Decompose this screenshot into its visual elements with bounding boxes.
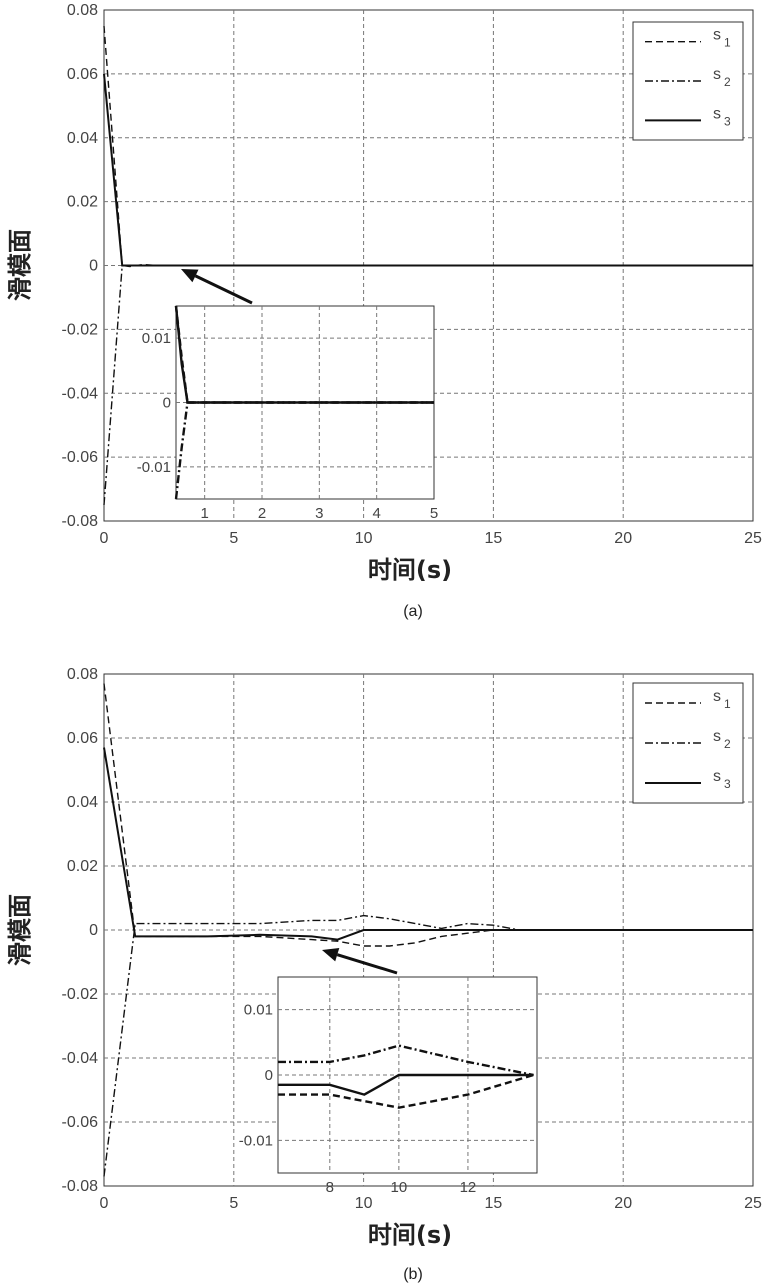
x-tick-label: 15 <box>485 530 503 547</box>
inset-x-tick-label: 2 <box>258 505 266 522</box>
inset-x-tick-label: 10 <box>391 1179 408 1196</box>
inset-x-tick-label: 8 <box>326 1179 334 1196</box>
y-tick-label: 0.04 <box>67 794 98 811</box>
x-tick-label: 10 <box>355 1195 373 1212</box>
figure-caption: (b) <box>403 1266 423 1283</box>
y-tick-label: 0.08 <box>67 666 98 683</box>
x-tick-label: 20 <box>614 530 632 547</box>
y-axis-label: 滑模面 <box>6 894 34 966</box>
chart-panel-b: 0 5 10 15 20 25 -0.08 -0.06 -0.04 -0.02 0 0.02 0.04 0… <box>6 666 762 1283</box>
inset-zoom: 8 10 12 -0.01 0 0.01 <box>239 977 537 1196</box>
y-tick-label: 0.02 <box>67 194 98 211</box>
inset-y-tick-label: 0 <box>265 1067 273 1084</box>
x-tick-label: 25 <box>744 1195 762 1212</box>
y-tick-label: 0 <box>89 922 98 939</box>
y-tick-label: 0.06 <box>67 66 98 83</box>
y-tick-label: -0.02 <box>62 986 99 1003</box>
inset-y-tick-label: 0.01 <box>142 330 171 347</box>
inset-x-tick-label: 5 <box>430 505 438 522</box>
inset-x-tick-label: 12 <box>460 1179 477 1196</box>
inset-y-tick-label: -0.01 <box>239 1132 273 1149</box>
y-tick-label: -0.08 <box>62 1178 99 1195</box>
inset-x-tick-label: 1 <box>200 505 208 522</box>
x-tick-label: 0 <box>100 530 109 547</box>
inset-x-tick-label: 3 <box>315 505 323 522</box>
figure-caption: (a) <box>403 603 423 620</box>
y-tick-label: -0.08 <box>62 513 99 530</box>
y-tick-label: -0.06 <box>62 1114 99 1131</box>
x-axis-label: 时间(s) <box>368 1221 452 1249</box>
x-tick-label: 15 <box>485 1195 503 1212</box>
x-tick-label: 5 <box>229 1195 238 1212</box>
y-tick-label: 0.02 <box>67 858 98 875</box>
x-tick-label: 20 <box>614 1195 632 1212</box>
y-tick-label: -0.02 <box>62 321 99 338</box>
inset-y-tick-label: -0.01 <box>137 459 171 476</box>
x-tick-label: 25 <box>744 530 762 547</box>
y-tick-label: 0 <box>89 258 98 275</box>
x-axis-label: 时间(s) <box>368 556 452 584</box>
inset-y-tick-label: 0 <box>163 395 171 412</box>
inset-zoom: 1 2 3 4 5 -0.01 0 0.01 <box>137 306 438 522</box>
y-tick-label: -0.04 <box>62 385 99 402</box>
y-axis-label: 滑模面 <box>6 229 34 301</box>
y-tick-label: 0.04 <box>67 130 98 147</box>
y-tick-label: 0.08 <box>67 2 98 19</box>
inset-y-tick-label: 0.01 <box>244 1002 273 1019</box>
chart-panel-a: 0510152025-0.08-0.06-0.04-0.0200.020.040… <box>6 2 762 620</box>
y-tick-label: -0.06 <box>62 449 99 466</box>
x-tick-label: 5 <box>229 530 238 547</box>
y-tick-label: 0.06 <box>67 730 98 747</box>
x-tick-label: 0 <box>100 1195 109 1212</box>
x-tick-label: 10 <box>355 530 373 547</box>
inset-x-tick-label: 4 <box>372 505 380 522</box>
y-tick-label: -0.04 <box>62 1050 99 1067</box>
